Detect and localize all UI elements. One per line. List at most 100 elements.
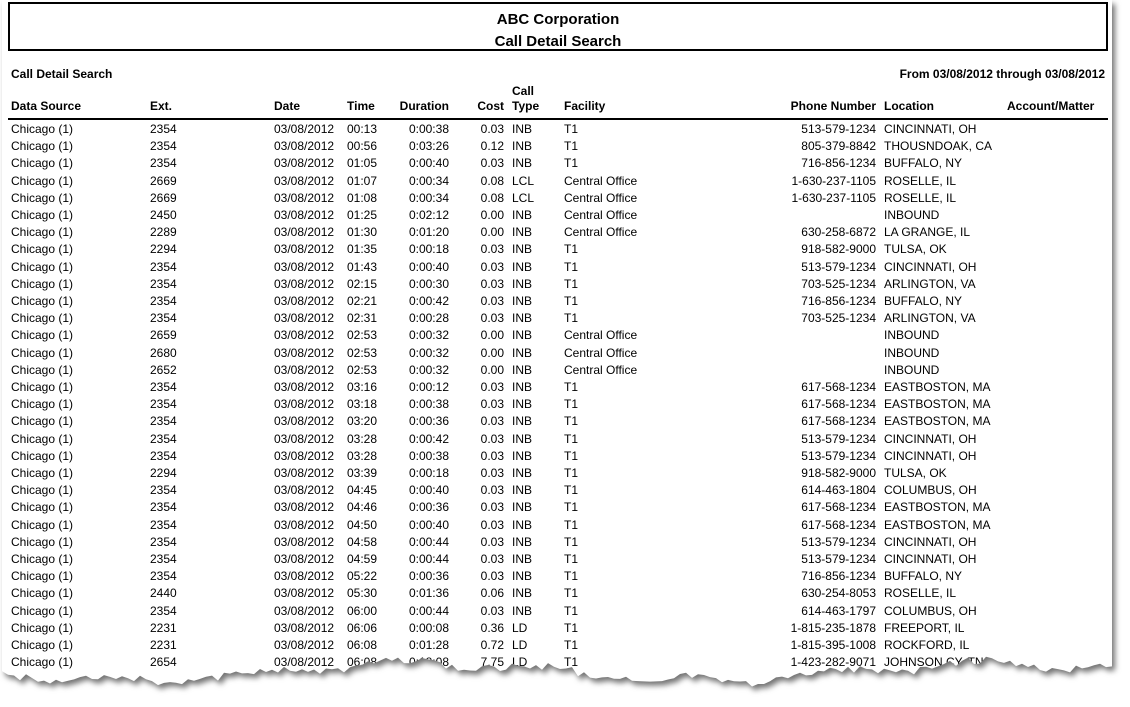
duration-cell: 0:00:44 <box>408 534 449 549</box>
time-cell: 01:30 <box>347 225 378 240</box>
header-box: ABC Corporation Call Detail Search <box>8 2 1108 51</box>
data-source-cell: Chicago (1) <box>11 225 74 240</box>
column-header: Facility <box>564 99 606 113</box>
date-range: From 03/08/2012 through 03/08/2012 <box>899 67 1105 81</box>
call-type-cell: INB <box>512 414 533 429</box>
data-source-cell: Chicago (1) <box>11 122 74 136</box>
location-cell: EASTBOSTON, MA <box>884 517 991 532</box>
cost-cell: 0.03 <box>480 500 504 515</box>
cost-cell: 0.03 <box>480 517 504 532</box>
call-type-cell: INB <box>512 397 533 412</box>
ext-cell: 2354 <box>150 603 177 618</box>
ext-cell: 2354 <box>150 397 177 412</box>
header-subtitle: Call Detail Search <box>494 33 622 50</box>
ext-cell: 2440 <box>150 586 177 601</box>
phone-number-cell: 513-579-1234 <box>801 122 876 136</box>
location-cell: JOHNSON CY, TN <box>884 655 984 670</box>
column-header: Phone Number <box>790 99 876 113</box>
duration-cell: 0:00:36 <box>408 569 449 584</box>
date-cell: 03/08/2012 <box>274 483 335 498</box>
time-cell: 02:53 <box>347 345 378 360</box>
facility-cell: T1 <box>564 294 579 308</box>
duration-cell: 0:00:36 <box>408 500 449 515</box>
data-source-cell: Chicago (1) <box>11 362 74 377</box>
duration-cell: 0:00:18 <box>408 466 449 480</box>
duration-cell: 0:00:44 <box>408 603 449 618</box>
location-cell: INBOUND <box>884 345 940 360</box>
facility-cell: T1 <box>564 620 579 635</box>
duration-cell: 0:00:40 <box>408 259 449 274</box>
date-cell: 03/08/2012 <box>274 552 335 566</box>
location-cell: BUFFALO, NY <box>884 294 963 308</box>
date-cell: 03/08/2012 <box>274 173 335 188</box>
date-cell: 03/08/2012 <box>274 122 335 136</box>
duration-cell: 0:00:40 <box>408 483 449 498</box>
time-cell: 01:08 <box>347 190 378 205</box>
call-type-cell: INB <box>512 156 533 171</box>
ext-cell: 2354 <box>150 431 177 446</box>
ext-cell: 2354 <box>150 552 177 566</box>
call-type-cell: INB <box>512 483 533 498</box>
location-cell: COLUMBUS, OH <box>884 603 977 618</box>
ext-cell: 2354 <box>150 122 177 136</box>
date-cell: 03/08/2012 <box>274 208 335 222</box>
date-cell: 03/08/2012 <box>274 655 335 670</box>
ext-cell: 2652 <box>150 362 177 377</box>
column-header: Ext. <box>150 99 173 113</box>
phone-number-cell: 805-379-8842 <box>801 139 876 154</box>
call-type-cell: LD <box>512 620 528 635</box>
header-rule <box>8 118 1108 120</box>
data-source-cell: Chicago (1) <box>11 414 74 429</box>
date-cell: 03/08/2012 <box>274 311 335 326</box>
ext-cell: 2354 <box>150 259 177 274</box>
call-type-cell: INB <box>512 294 533 308</box>
cost-cell: 0.00 <box>480 208 504 222</box>
call-type-cell: INB <box>512 448 533 463</box>
duration-cell: 0:00:44 <box>408 552 449 566</box>
facility-cell: T1 <box>564 638 579 652</box>
column-header: Data Source <box>11 99 82 113</box>
call-type-cell: INB <box>512 603 533 618</box>
ext-cell: 2354 <box>150 483 177 498</box>
facility-cell: Central Office <box>564 345 638 360</box>
location-cell: INBOUND <box>884 208 940 222</box>
date-cell: 03/08/2012 <box>274 466 335 480</box>
duration-cell: 0:00:40 <box>408 156 449 171</box>
facility-cell: T1 <box>564 552 579 566</box>
date-cell: 03/08/2012 <box>274 190 335 205</box>
facility-cell: T1 <box>564 466 579 480</box>
time-cell: 03:39 <box>347 466 378 480</box>
cost-cell: 0.03 <box>480 294 504 308</box>
date-cell: 03/08/2012 <box>274 586 335 601</box>
date-cell: 03/08/2012 <box>274 620 335 635</box>
date-cell: 03/08/2012 <box>274 414 335 429</box>
location-cell: INBOUND <box>884 328 940 343</box>
time-cell: 03:18 <box>347 397 378 412</box>
time-cell: 04:59 <box>347 552 378 566</box>
duration-cell: 0:00:32 <box>408 328 449 343</box>
facility-cell: T1 <box>564 586 579 601</box>
data-source-cell: Chicago (1) <box>11 208 74 222</box>
duration-cell: 0:18:08 <box>408 655 449 670</box>
date-cell: 03/08/2012 <box>274 345 335 360</box>
duration-cell: 0:00:30 <box>408 276 449 291</box>
location-cell: CINCINNATI, OH <box>884 534 977 549</box>
location-cell: CINCINNATI, OH <box>884 259 977 274</box>
duration-cell: 0:00:38 <box>408 122 449 136</box>
ext-cell: 2680 <box>150 345 177 360</box>
cost-cell: 0.03 <box>480 242 504 257</box>
facility-cell: T1 <box>564 397 579 412</box>
date-cell: 03/08/2012 <box>274 276 335 291</box>
location-cell: COLUMBUS, OH <box>884 483 977 498</box>
location-cell: LA GRANGE, IL <box>884 225 971 240</box>
phone-number-cell: 617-568-1234 <box>801 517 876 532</box>
column-header: Call Type <box>512 84 540 113</box>
date-cell: 03/08/2012 <box>274 225 335 240</box>
call-type-cell: INB <box>512 586 533 601</box>
phone-number-cell: 1-630-237-1105 <box>791 190 876 205</box>
phone-number-cell: 1-423-282-9071 <box>790 655 876 670</box>
location-cell: THOUSNDOAK, CA <box>884 139 993 154</box>
phone-number-cell: 614-463-1804 <box>801 483 876 498</box>
